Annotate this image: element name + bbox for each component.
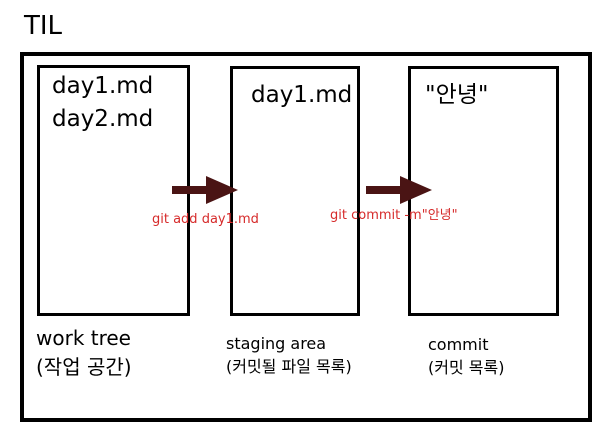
repository-frame <box>20 52 592 422</box>
commit-subtitle: (커밋 목록) <box>428 358 505 377</box>
work-tree-label: work tree <box>36 326 131 350</box>
git-commit-command: git commit -m"안녕" <box>330 208 458 223</box>
work-tree-box <box>37 65 190 316</box>
git-commit-arrow <box>366 176 432 204</box>
staging-area-label: staging area <box>226 334 327 353</box>
commit-message: "안녕" <box>425 82 489 108</box>
git-add-arrow <box>172 176 238 204</box>
staging-area-subtitle: (커밋될 파일 목록) <box>226 357 352 376</box>
work-tree-file: day2.md <box>52 106 154 132</box>
commit-label: commit <box>428 335 489 354</box>
diagram-title: TIL <box>24 11 63 41</box>
work-tree-subtitle: (작업 공간) <box>36 355 132 379</box>
work-tree-file: day1.md <box>52 73 154 99</box>
commit-box <box>408 66 559 316</box>
staging-area-file: day1.md <box>251 82 353 108</box>
git-add-command: git add day1.md <box>152 212 259 227</box>
